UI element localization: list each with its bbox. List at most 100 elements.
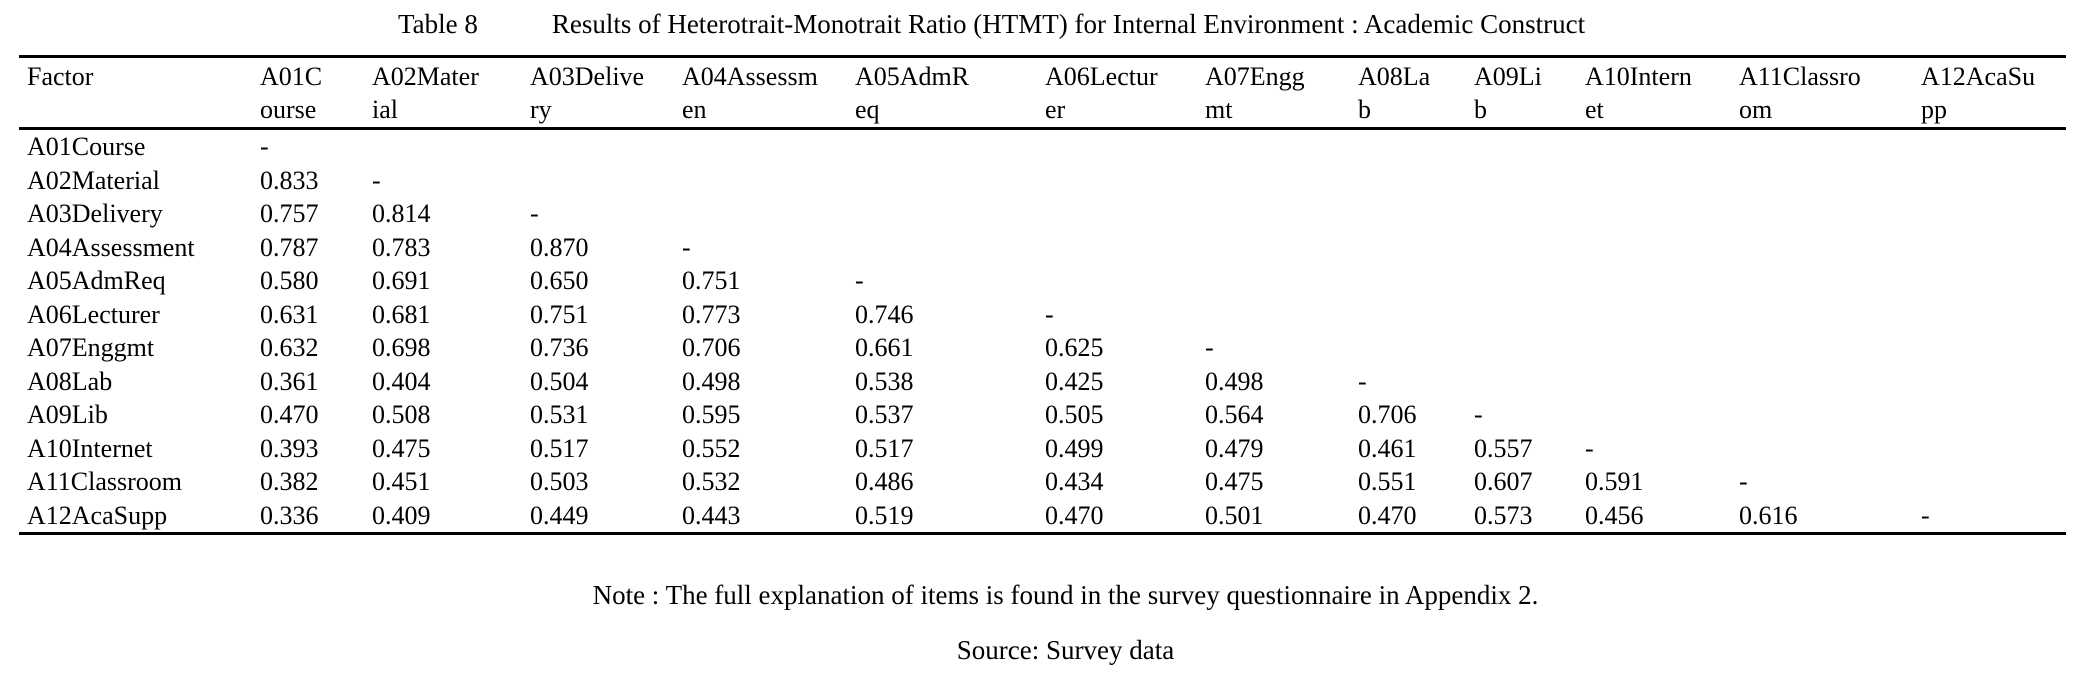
- htmt-value: 0.537: [855, 400, 914, 429]
- empty-cell: [1466, 129, 1577, 164]
- row-label: A05AdmReq: [27, 266, 166, 295]
- empty-cell: [1913, 298, 2066, 332]
- htmt-value: 0.632: [260, 333, 319, 362]
- empty-cell: [1350, 164, 1466, 198]
- htmt-value: 0.551: [1358, 467, 1417, 496]
- column-header-line: pp: [1921, 95, 1947, 124]
- htmt-value: -: [260, 132, 269, 161]
- htmt-value: 0.470: [260, 400, 319, 429]
- empty-cell: [1731, 197, 1913, 231]
- empty-cell: [674, 197, 847, 231]
- table-row-a05admreq: A05AdmReq 0.580 0.691 0.650 0.751 -: [19, 264, 2066, 298]
- htmt-value: 0.681: [372, 299, 431, 329]
- htmt-value: 0.393: [260, 433, 319, 463]
- empty-cell: [674, 164, 847, 198]
- column-header-a09lib: A09Li b: [1466, 56, 1577, 130]
- htmt-value: 0.607: [1474, 467, 1533, 496]
- htmt-value: 0.517: [530, 433, 589, 463]
- htmt-value: 0.580: [260, 266, 319, 295]
- empty-cell: [1731, 129, 1913, 164]
- htmt-value: 0.538: [855, 366, 914, 396]
- column-header-line: A04Assessm: [682, 62, 818, 91]
- column-header-line: et: [1585, 95, 1604, 124]
- empty-cell: [1037, 129, 1197, 164]
- empty-cell: [1197, 264, 1350, 298]
- empty-cell: [1350, 231, 1466, 265]
- htmt-value: -: [1739, 467, 1748, 496]
- column-header-line: ial: [372, 95, 398, 124]
- empty-cell: [847, 164, 1037, 198]
- empty-cell: [364, 129, 522, 164]
- empty-cell: [1913, 129, 2066, 164]
- empty-cell: [1350, 197, 1466, 231]
- htmt-value: 0.595: [682, 400, 741, 429]
- table-row-a09lib: A09Lib 0.470 0.508 0.531 0.595 0.537 0.505 0.56…: [19, 398, 2066, 432]
- empty-cell: [1197, 231, 1350, 265]
- column-header-line: A08La: [1358, 62, 1431, 91]
- empty-cell: [1466, 164, 1577, 198]
- htmt-value: -: [1474, 400, 1483, 429]
- empty-cell: [1913, 197, 2066, 231]
- htmt-value: 0.409: [372, 500, 431, 530]
- empty-cell: [1577, 365, 1731, 399]
- htmt-value: 0.557: [1474, 433, 1533, 463]
- column-header-line: en: [682, 95, 707, 124]
- htmt-value: 0.787: [260, 232, 319, 262]
- htmt-value: -: [1585, 433, 1594, 463]
- column-header-line: A02Mater: [372, 62, 479, 91]
- column-header-a03delivery: A03Delive ry: [522, 56, 674, 130]
- empty-cell: [1731, 264, 1913, 298]
- empty-cell: [1197, 129, 1350, 164]
- htmt-value: 0.404: [372, 366, 431, 396]
- column-header-line: A09Li: [1474, 62, 1542, 91]
- htmt-value: 0.564: [1205, 400, 1264, 429]
- htmt-value: -: [1358, 366, 1367, 396]
- htmt-value: 0.486: [855, 467, 914, 496]
- empty-cell: [1350, 264, 1466, 298]
- table-row-a07enggmt: A07Enggmt 0.632 0.698 0.736 0.706 0.661 0.625 -: [19, 331, 2066, 365]
- empty-cell: [1350, 129, 1466, 164]
- column-header-line: A11Classro: [1739, 62, 1861, 91]
- htmt-value: 0.475: [372, 433, 431, 463]
- empty-cell: [1466, 197, 1577, 231]
- empty-cell: [1466, 264, 1577, 298]
- table-row-a01course: A01Course -: [19, 129, 2066, 164]
- empty-cell: [1037, 197, 1197, 231]
- row-label: A10Internet: [27, 433, 153, 463]
- column-header-a05admreq: A05AdmR eq: [847, 56, 1037, 130]
- htmt-value: 0.691: [372, 266, 431, 295]
- htmt-value: 0.773: [682, 299, 741, 329]
- column-header-a01course: A01C ourse: [252, 56, 364, 130]
- empty-cell: [1197, 164, 1350, 198]
- table-header: Factor A01C ourse A02Mater ial A03Delive ry A04…: [19, 56, 2066, 130]
- htmt-value: 0.479: [1205, 433, 1264, 463]
- row-label: A09Lib: [27, 400, 108, 429]
- htmt-value: 0.443: [682, 500, 741, 530]
- htmt-value: 0.706: [1358, 400, 1417, 429]
- htmt-value: 0.531: [530, 400, 589, 429]
- htmt-value: 0.470: [1045, 500, 1104, 530]
- htmt-value: 0.449: [530, 500, 589, 530]
- table-row-a06lecturer: A06Lecturer 0.631 0.681 0.751 0.773 0.746 -: [19, 298, 2066, 332]
- empty-cell: [1913, 264, 2066, 298]
- htmt-value: 0.517: [855, 433, 914, 463]
- htmt-value: 0.591: [1585, 467, 1644, 496]
- column-header-line: ry: [530, 95, 552, 124]
- htmt-value: 0.650: [530, 266, 589, 295]
- htmt-value: 0.573: [1474, 500, 1533, 530]
- table-row-a03delivery: A03Delivery 0.757 0.814 -: [19, 197, 2066, 231]
- htmt-value: 0.706: [682, 333, 741, 362]
- empty-cell: [1037, 264, 1197, 298]
- empty-cell: [1577, 264, 1731, 298]
- empty-cell: [1350, 331, 1466, 365]
- column-header-line: A05AdmR: [855, 62, 970, 91]
- htmt-value: 0.470: [1358, 500, 1417, 530]
- column-header-factor: Factor: [19, 56, 252, 130]
- table-source: Source: Survey data: [956, 635, 1175, 665]
- htmt-value: -: [1045, 299, 1054, 329]
- row-label: A04Assessment: [27, 232, 195, 262]
- empty-cell: [1466, 331, 1577, 365]
- htmt-value: 0.751: [530, 299, 589, 329]
- column-header-a07enggmt: A07Engg mt: [1197, 56, 1350, 130]
- column-header-line: er: [1045, 95, 1066, 124]
